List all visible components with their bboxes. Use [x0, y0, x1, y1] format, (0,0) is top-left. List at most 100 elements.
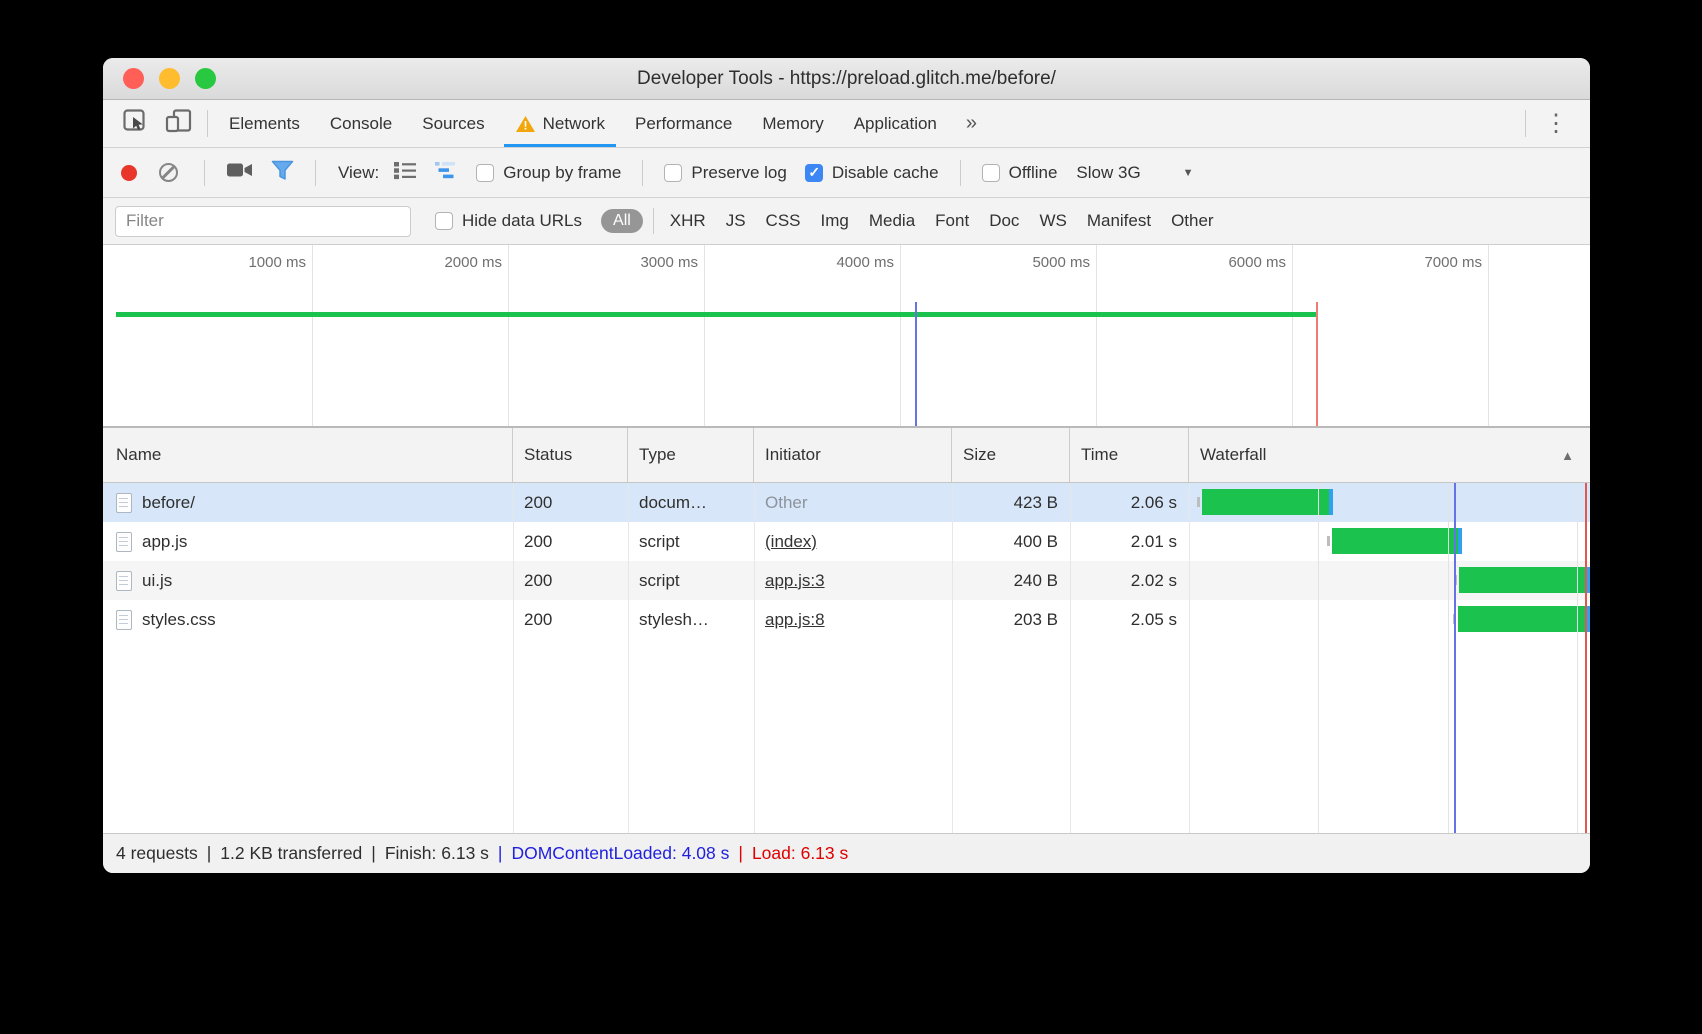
- throttling-dropdown[interactable]: Slow 3G ▼: [1076, 163, 1193, 183]
- waterfall-gridline: [1577, 483, 1578, 833]
- separator: [204, 159, 205, 186]
- timeline-gridline: [1292, 245, 1293, 426]
- dom-content-loaded-marker: [915, 302, 917, 426]
- column-header-time[interactable]: Time: [1070, 428, 1189, 482]
- request-status: 200: [524, 531, 553, 551]
- sort-ascending-icon: ▲: [1561, 447, 1574, 463]
- load-event-marker: [1316, 302, 1318, 426]
- capture-screenshots-button[interactable]: [226, 161, 253, 184]
- ruler-tick-label: 6000 ms: [1228, 254, 1286, 271]
- column-header-type[interactable]: Type: [628, 428, 754, 482]
- minimize-window-button[interactable]: [159, 68, 180, 89]
- tab-elements[interactable]: Elements: [214, 100, 315, 147]
- network-overview-timeline[interactable]: 1000 ms 2000 ms 3000 ms 4000 ms 5000 ms …: [103, 245, 1590, 428]
- clear-network-log-button[interactable]: [159, 163, 178, 182]
- column-separator: [1189, 483, 1190, 833]
- dom-content-loaded-time: DOMContentLoaded: 4.08 s: [511, 843, 730, 863]
- preserve-log-checkbox[interactable]: [664, 163, 683, 182]
- inspect-cursor-icon: [122, 108, 148, 139]
- request-row-before[interactable]: before/ 200 docum… Other 423 B 2.06 s: [103, 483, 1590, 522]
- divider: |: [371, 843, 376, 863]
- request-time: 2.01 s: [1130, 531, 1177, 551]
- request-time: 2.06 s: [1130, 492, 1177, 512]
- filter-toggle-button[interactable]: [271, 160, 294, 186]
- finish-time: Finish: 6.13 s: [384, 843, 489, 863]
- timeline-gridline: [1096, 245, 1097, 426]
- timeline-gridline: [312, 245, 313, 426]
- request-type: script: [639, 570, 680, 590]
- overview-activity-bar: [116, 312, 1316, 317]
- filter-input[interactable]: [115, 205, 411, 237]
- filter-type-media[interactable]: Media: [868, 211, 916, 230]
- filter-type-img[interactable]: Img: [820, 211, 849, 230]
- hide-data-urls-option: Hide data URLs: [435, 211, 582, 231]
- offline-label: Offline: [1008, 162, 1058, 182]
- toggle-device-toolbar-button[interactable]: [157, 100, 201, 147]
- funnel-icon: [271, 160, 294, 186]
- tab-console[interactable]: Console: [315, 100, 407, 147]
- column-separator: [952, 483, 953, 833]
- column-header-size[interactable]: Size: [952, 428, 1070, 482]
- column-header-waterfall[interactable]: Waterfall ▲: [1189, 428, 1590, 482]
- request-name: ui.js: [142, 570, 173, 590]
- request-size: 240 B: [1013, 570, 1058, 590]
- request-initiator-link[interactable]: (index): [765, 531, 817, 551]
- offline-checkbox[interactable]: [981, 163, 1000, 182]
- document-icon: [116, 570, 132, 591]
- request-row-appjs[interactable]: app.js 200 script (index) 400 B 2.01 s: [103, 522, 1590, 561]
- requests-table-body: before/ 200 docum… Other 423 B 2.06 s ap…: [103, 483, 1590, 833]
- timeline-gridline: [704, 245, 705, 426]
- request-row-uijs[interactable]: ui.js 200 script app.js:3 240 B 2.02 s: [103, 561, 1590, 600]
- tab-sources[interactable]: Sources: [407, 100, 499, 147]
- preserve-log-option: Preserve log: [664, 162, 787, 183]
- tab-memory[interactable]: Memory: [747, 100, 838, 147]
- request-initiator-link[interactable]: app.js:8: [765, 609, 825, 629]
- disable-cache-option: Disable cache: [804, 163, 939, 183]
- column-header-initiator[interactable]: Initiator: [754, 428, 952, 482]
- offline-option: Offline: [981, 162, 1058, 183]
- group-by-frame-checkbox[interactable]: [476, 163, 495, 182]
- inspect-element-button[interactable]: [113, 100, 157, 147]
- ruler-tick-label: 3000 ms: [640, 254, 698, 271]
- filter-type-ws[interactable]: WS: [1039, 211, 1067, 230]
- filter-type-manifest[interactable]: Manifest: [1086, 211, 1152, 230]
- filter-type-font[interactable]: Font: [935, 211, 970, 230]
- camera-icon: [226, 161, 253, 184]
- ruler-tick-label: 5000 ms: [1032, 254, 1090, 271]
- filter-type-doc[interactable]: Doc: [989, 211, 1020, 230]
- request-time: 2.05 s: [1130, 609, 1177, 629]
- devtools-menu-button[interactable]: ⋮: [1544, 110, 1568, 137]
- preserve-log-label: Preserve log: [691, 162, 787, 182]
- record-network-log-button[interactable]: [121, 164, 137, 181]
- devtools-tab-bar: Elements Console Sources ! Network Perfo…: [103, 100, 1590, 148]
- filter-type-other[interactable]: Other: [1171, 211, 1214, 230]
- filter-type-js[interactable]: JS: [725, 211, 746, 230]
- use-request-rows-button[interactable]: [394, 161, 417, 185]
- more-tabs-button[interactable]: »: [965, 112, 978, 134]
- close-window-button[interactable]: [123, 68, 144, 89]
- tab-application[interactable]: Application: [839, 100, 952, 147]
- document-icon: [116, 531, 132, 552]
- filter-type-css[interactable]: CSS: [765, 211, 801, 230]
- request-row-stylescss[interactable]: styles.css 200 stylesh… app.js:8 203 B 2…: [103, 600, 1590, 639]
- disable-cache-checkbox[interactable]: [804, 163, 823, 182]
- column-separator: [628, 483, 629, 833]
- tab-label: Performance: [634, 113, 733, 133]
- request-type: script: [639, 531, 680, 551]
- tab-performance[interactable]: Performance: [620, 100, 747, 147]
- list-view-icon: [394, 161, 417, 185]
- divider: |: [206, 843, 212, 863]
- zoom-window-button[interactable]: [195, 68, 216, 89]
- tab-network[interactable]: ! Network: [500, 100, 620, 147]
- hide-data-urls-checkbox[interactable]: [435, 212, 453, 230]
- transferred-size: 1.2 KB transferred: [220, 843, 363, 863]
- waterfall-overview-icon: [435, 161, 458, 185]
- filter-type-xhr[interactable]: XHR: [669, 211, 706, 230]
- request-initiator: Other: [765, 492, 808, 512]
- throttling-value: Slow 3G: [1076, 162, 1141, 182]
- column-header-status[interactable]: Status: [513, 428, 628, 482]
- request-initiator-link[interactable]: app.js:3: [765, 570, 825, 590]
- show-overview-button[interactable]: [435, 161, 458, 185]
- column-header-name[interactable]: Name: [103, 428, 513, 482]
- filter-type-all[interactable]: All: [601, 209, 643, 233]
